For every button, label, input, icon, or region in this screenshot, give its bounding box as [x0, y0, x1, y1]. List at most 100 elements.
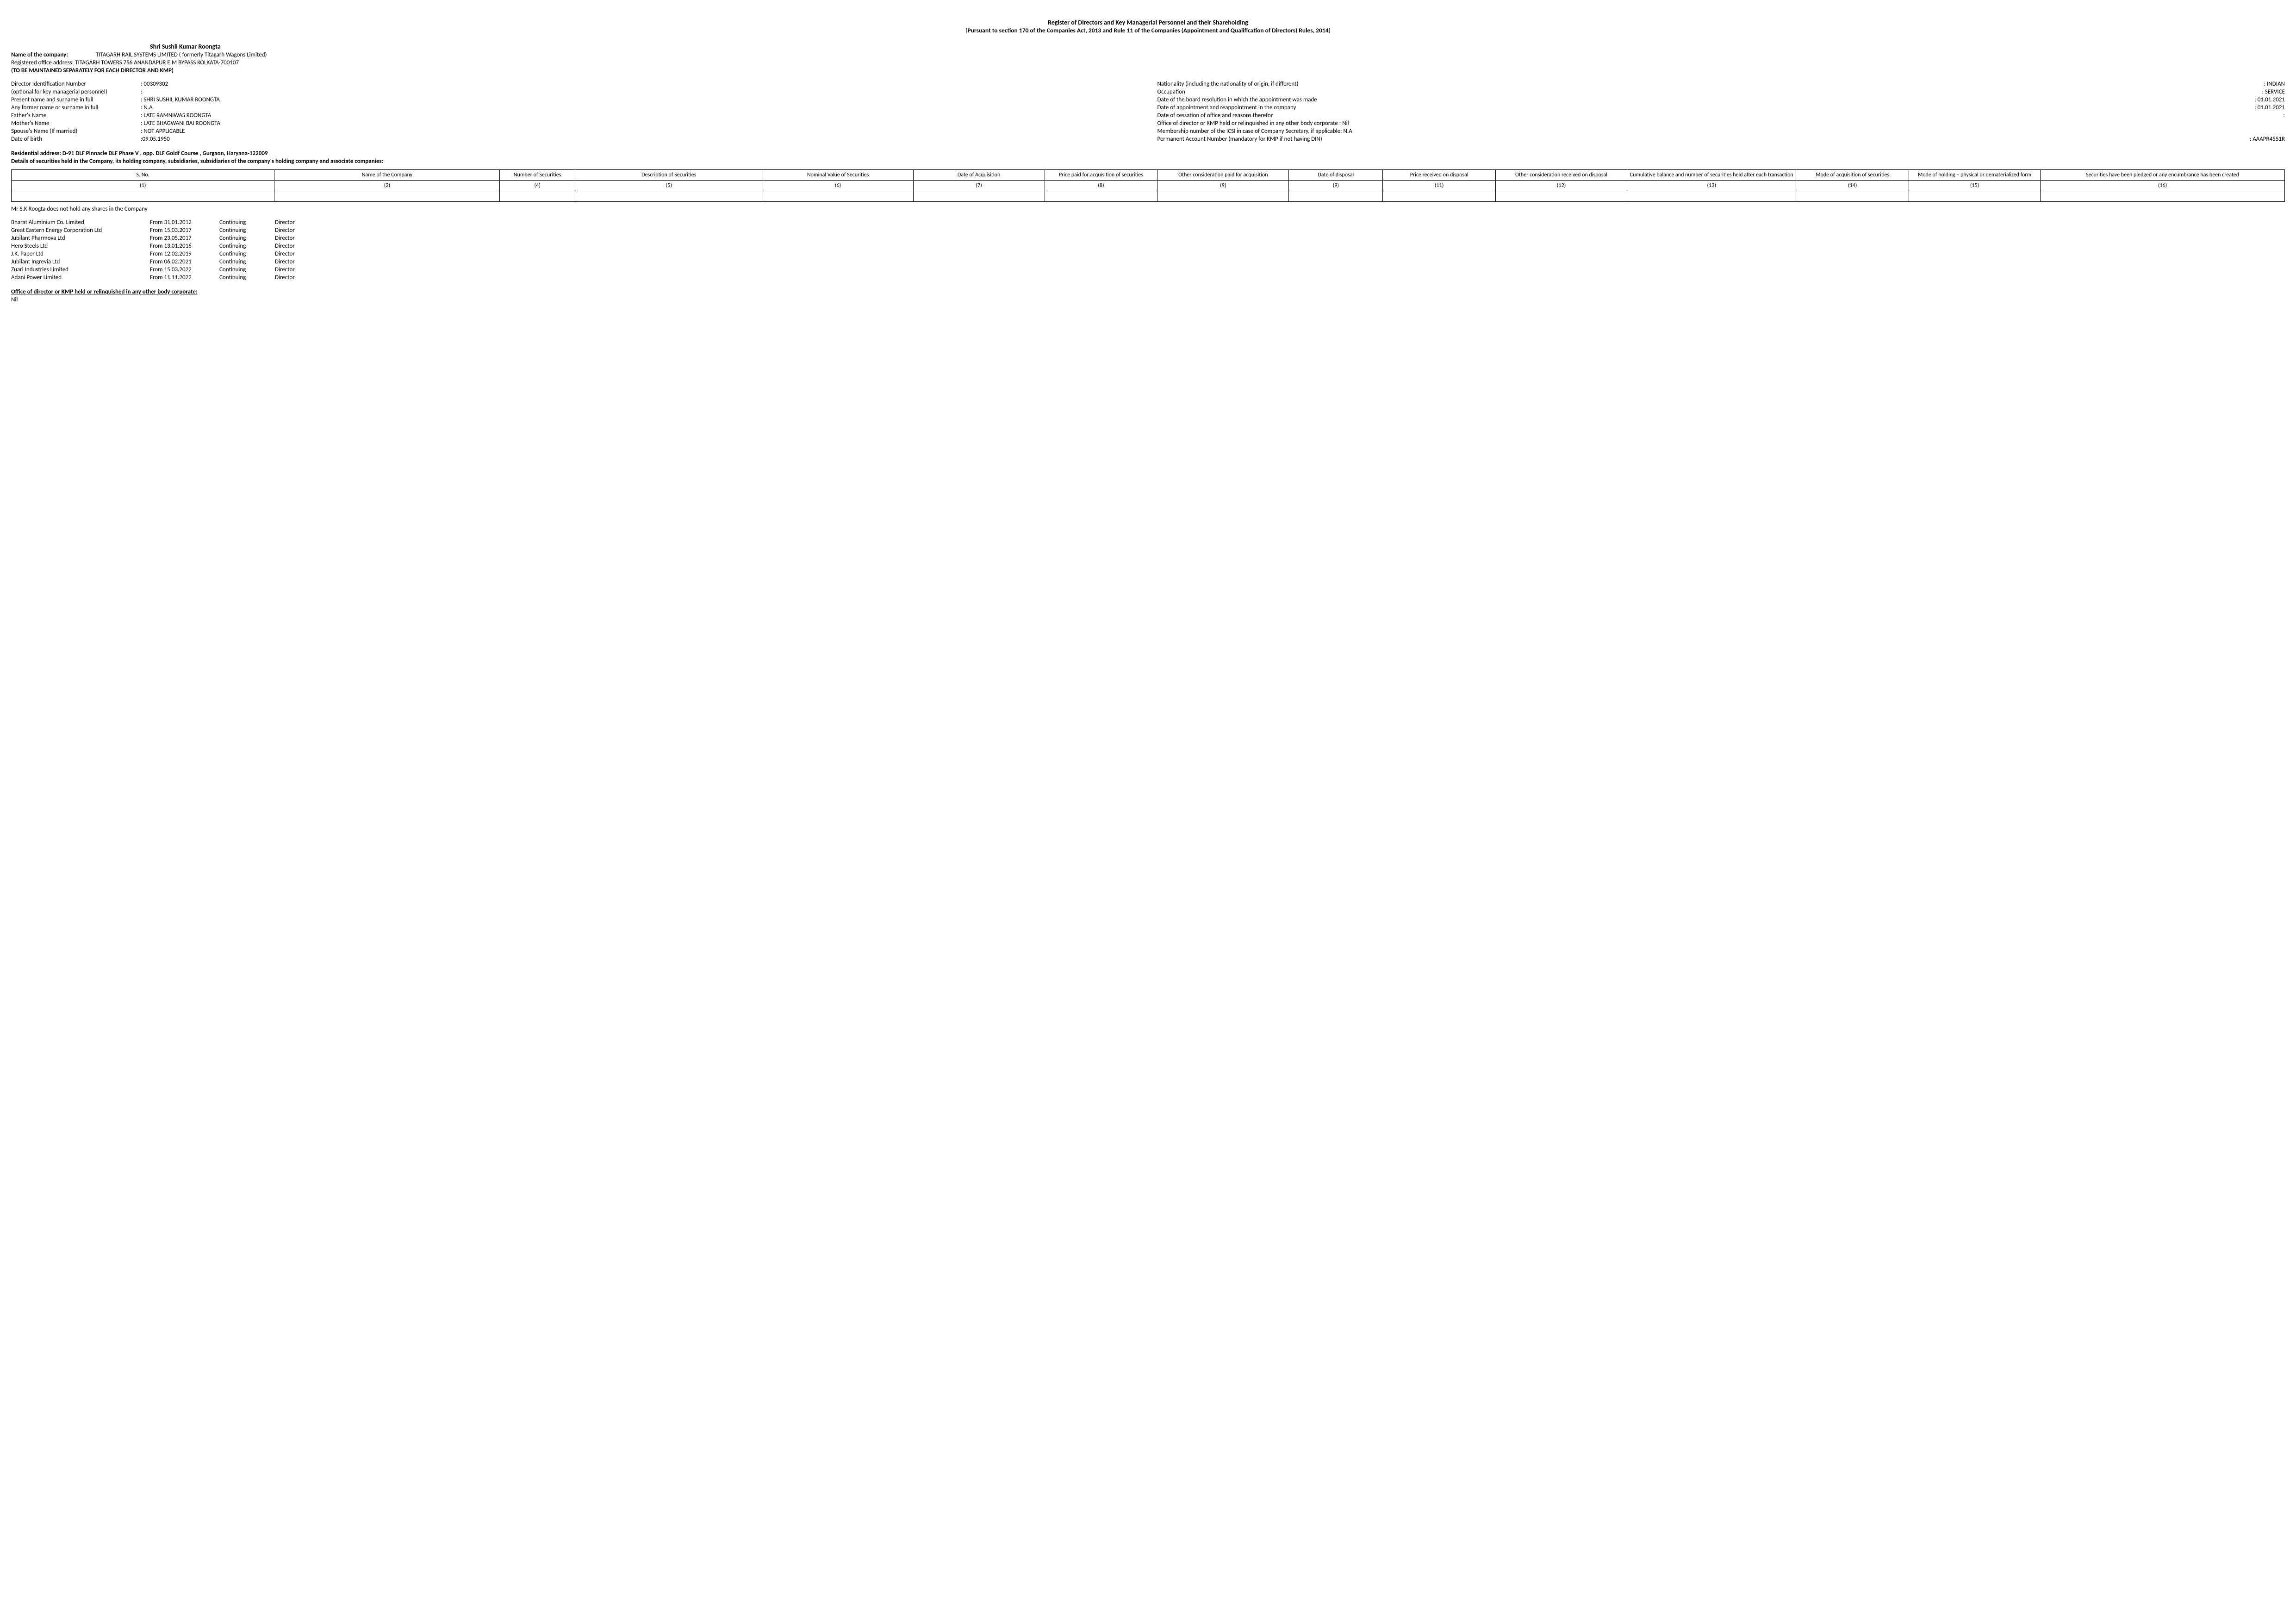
securities-number-cell: (1) — [12, 181, 274, 191]
info-value: : N.A — [141, 104, 153, 111]
securities-number-cell: (11) — [1383, 181, 1496, 191]
securities-blank-cell — [2041, 191, 2285, 202]
securities-blank-cell — [1796, 191, 1909, 202]
securities-number-cell: (12) — [1495, 181, 1627, 191]
info-label: Nationality (including the nationality o… — [1157, 81, 1380, 87]
securities-number-cell: (14) — [1796, 181, 1909, 191]
directorship-from: From 15.03.2017 — [150, 227, 219, 234]
directorship-role: Director — [275, 227, 330, 234]
securities-header-cell: Securities have been pledged or any encu… — [2041, 170, 2285, 181]
securities-header-cell: Mode of acquisition of securities — [1796, 170, 1909, 181]
directorship-row: Great Eastern Energy Corporation LtdFrom… — [11, 227, 2285, 234]
info-row: Nationality (including the nationality o… — [1157, 81, 2285, 87]
securities-header-row: S. No.Name of the CompanyNumber of Secur… — [12, 170, 2285, 181]
securities-number-cell: (16) — [2041, 181, 2285, 191]
directorship-role: Director — [275, 258, 330, 265]
directorship-company: Bharat Aluminium Co. Limited — [11, 219, 150, 226]
securities-blank-cell — [1383, 191, 1496, 202]
info-value — [2281, 128, 2285, 135]
info-value: : 01.01.2021 — [2251, 104, 2285, 111]
directorship-status: Continuing — [219, 235, 275, 242]
securities-header-cell: Other consideration received on disposal — [1495, 170, 1627, 181]
info-row: Occupation : SERVICE — [1157, 88, 2285, 95]
info-row: Any former name or surname in full: N.A — [11, 104, 1139, 111]
info-columns: Director Identification Number: 00309302… — [11, 81, 2285, 144]
no-shares-note: Mr S.K Roogta does not hold any shares i… — [11, 206, 2285, 212]
securities-header-cell: Mode of holding – physical or dematerial… — [1909, 170, 2040, 181]
securities-blank-cell — [1289, 191, 1383, 202]
relinquished-value: Nil — [11, 296, 2285, 303]
directorship-status: Continuing — [219, 250, 275, 257]
info-value: : 01.01.2021 — [2251, 96, 2285, 103]
info-label: Date of the board resolution in which th… — [1157, 96, 1380, 103]
separate-note: (TO BE MAINTAINED SEPARATELY FOR EACH DI… — [11, 67, 2285, 74]
directorship-status: Continuing — [219, 243, 275, 250]
securities-table: S. No.Name of the CompanyNumber of Secur… — [11, 169, 2285, 202]
info-row: Office of director or KMP held or relinq… — [1157, 120, 2285, 127]
relinquished-heading: Office of director or KMP held or relinq… — [11, 288, 2285, 295]
securities-number-cell: (9) — [1289, 181, 1383, 191]
info-row: (optional for key managerial personnel): — [11, 88, 1139, 95]
info-row: Date of birth:09.05.1950 — [11, 136, 1139, 143]
directorship-role: Director — [275, 235, 330, 242]
securities-blank-cell — [763, 191, 913, 202]
directorship-from: From 13.01.2016 — [150, 243, 219, 250]
directorship-company: Hero Steels Ltd — [11, 243, 150, 250]
securities-blank-cell — [274, 191, 500, 202]
securities-number-cell: (7) — [913, 181, 1045, 191]
directorship-row: Bharat Aluminium Co. LimitedFrom 31.01.2… — [11, 219, 2285, 226]
info-label: Permanent Account Number (mandatory for … — [1157, 136, 1380, 143]
info-value: : SERVICE — [2258, 88, 2285, 95]
info-label: Father's Name — [11, 112, 141, 119]
info-row: Membership number of the ICSI in case of… — [1157, 128, 2285, 135]
info-row: Father's Name: LATE RAMNIWAS ROONGTA — [11, 112, 1139, 119]
info-value: : NOT APPLICABLE — [141, 128, 185, 135]
directorship-row: Hero Steels LtdFrom 13.01.2016Continuing… — [11, 243, 2285, 250]
directorship-company: J.K. Paper Ltd — [11, 250, 150, 257]
directorship-row: J.K. Paper LtdFrom 12.02.2019ContinuingD… — [11, 250, 2285, 257]
directorship-from: From 06.02.2021 — [150, 258, 219, 265]
securities-header-cell: Price received on disposal — [1383, 170, 1496, 181]
company-label: Name of the company: — [11, 51, 94, 58]
directorship-status: Continuing — [219, 266, 275, 273]
securities-number-row: (1)(2)(4)(5)(6)(7)(8)(9)(9)(11)(12)(13)(… — [12, 181, 2285, 191]
title-line-1: Register of Directors and Key Managerial… — [11, 19, 2285, 26]
securities-number-cell: (13) — [1627, 181, 1796, 191]
info-row: Date of cessation of office and reasons … — [1157, 112, 2285, 119]
info-label: Occupation — [1157, 88, 1380, 95]
directorship-company: Great Eastern Energy Corporation Ltd — [11, 227, 150, 234]
securities-blank-cell — [1157, 191, 1289, 202]
securities-header-cell: Name of the Company — [274, 170, 500, 181]
securities-header-cell: Cumulative balance and number of securit… — [1627, 170, 1796, 181]
info-label: Any former name or surname in full — [11, 104, 141, 111]
company-name-line: Name of the company: TITAGARH RAIL SYSTE… — [11, 51, 2285, 58]
info-label: Director Identification Number — [11, 81, 141, 87]
details-heading: Details of securities held in the Compan… — [11, 158, 2285, 165]
info-label: Date of appointment and reappointment in… — [1157, 104, 1380, 111]
residential-address: Residential address: D-91 DLF Pinnacle D… — [11, 150, 2285, 157]
directorship-company: Jubilant Pharmova Ltd — [11, 235, 150, 242]
securities-number-cell: (8) — [1045, 181, 1157, 191]
info-row: Present name and surname in full: SHRI S… — [11, 96, 1139, 103]
info-value: :09.05.1950 — [141, 136, 170, 143]
info-label: (optional for key managerial personnel) — [11, 88, 141, 95]
info-label: Present name and surname in full — [11, 96, 141, 103]
info-value: : SHRI SUSHIL KUMAR ROONGTA — [141, 96, 220, 103]
info-value: : — [141, 88, 142, 95]
securities-blank-cell — [1495, 191, 1627, 202]
info-value: : 00309302 — [141, 81, 168, 87]
securities-header-cell: Other consideration paid for acquisition — [1157, 170, 1289, 181]
info-right-column: Nationality (including the nationality o… — [1157, 81, 2285, 144]
document-title: Register of Directors and Key Managerial… — [11, 19, 2285, 34]
directorship-row: Adani Power LimitedFrom 11.11.2022Contin… — [11, 274, 2285, 281]
securities-header-cell: Nominal Value of Securities — [763, 170, 913, 181]
directorships-list: Bharat Aluminium Co. LimitedFrom 31.01.2… — [11, 219, 2285, 281]
directorship-status: Continuing — [219, 227, 275, 234]
title-line-2: [Pursuant to section 170 of the Companie… — [11, 26, 2285, 34]
securities-header-cell: Price paid for acquisition of securities — [1045, 170, 1157, 181]
directorship-row: Jubilant Pharmova LtdFrom 23.05.2017Cont… — [11, 235, 2285, 242]
info-label: Mother's Name — [11, 120, 141, 127]
directorship-from: From 12.02.2019 — [150, 250, 219, 257]
securities-header-cell: Date of Acquisition — [913, 170, 1045, 181]
info-value: : AAAPR4551R — [2246, 136, 2285, 143]
